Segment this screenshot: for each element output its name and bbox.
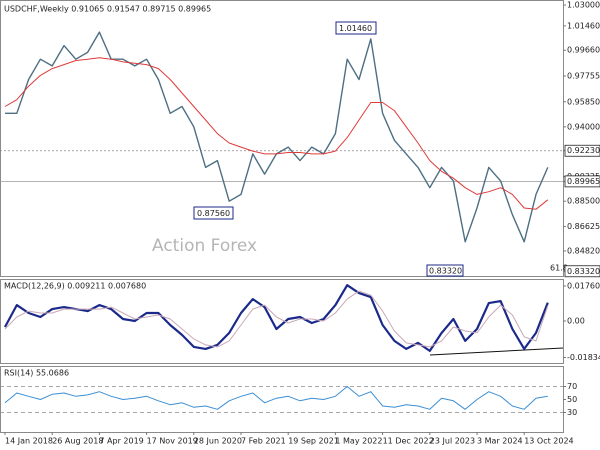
plot-layer — [0, 31, 563, 413]
y-tick-label: 30 — [567, 408, 577, 417]
y-tick-label: -0.01834 — [567, 353, 600, 362]
tick-label-box — [564, 265, 600, 278]
series-line — [4, 284, 549, 352]
y-tick-label: 0.017603 — [567, 281, 600, 290]
y-tick-label: 0.86625 — [567, 222, 600, 231]
annotation-box — [335, 21, 377, 35]
x-tick-label: 23 Jul 2023 — [430, 437, 475, 446]
annotation-box — [193, 206, 234, 220]
y-tick-label: 1.01460 — [567, 21, 600, 30]
annotation-box — [426, 264, 464, 277]
y-tick-label: 70 — [567, 382, 577, 391]
y-tick-label: 0.99660 — [567, 46, 600, 55]
tick-label-box — [564, 175, 600, 188]
y-tick-label: 0.97755 — [567, 72, 600, 81]
y-tick-label: 50 — [567, 395, 577, 404]
chart-title: USDCHF,Weekly 0.91065 0.91547 0.89715 0.… — [4, 5, 211, 14]
x-tick-label: 28 Jun 2020 — [194, 437, 242, 446]
y-tick-label: 0.92230 — [567, 146, 600, 155]
x-tick-label: 11 Dec 2022 — [383, 437, 434, 446]
x-tick-label: 7 Feb 2021 — [241, 437, 286, 446]
y-tick-label: 0.94000 — [567, 122, 600, 131]
x-tick-label: 7 Apr 2019 — [99, 437, 143, 446]
y-tick-label: 0.88500 — [567, 197, 600, 206]
x-tick-label: 1 May 2022 — [335, 437, 382, 446]
annotation: 0.87560 — [197, 209, 230, 218]
y-tick-label: 1.03000 — [567, 1, 600, 10]
y-tick-label: 0.95850 — [567, 97, 600, 106]
x-tick-label: 14 Jan 2018 — [5, 437, 53, 446]
annotation: 61.8 — [550, 264, 568, 273]
x-tick-label: 13 Oct 2024 — [524, 437, 573, 446]
macd-trendline — [429, 347, 564, 356]
y-tick-label: 0.00 — [567, 317, 585, 326]
x-tick-label: 17 Nov 2019 — [147, 437, 198, 446]
series-line — [4, 290, 549, 348]
annotation: 1.01460 — [339, 24, 372, 33]
annotation: 0.83320 — [429, 267, 462, 276]
series-line — [4, 57, 549, 210]
tick-label-box — [564, 144, 600, 157]
rsi-title: RSI(14) 55.0686 — [4, 369, 69, 378]
series-line — [4, 386, 548, 410]
x-tick-label: 19 Sep 2021 — [288, 437, 339, 446]
watermark: Action Forex — [152, 236, 257, 256]
x-tick-label: 3 Mar 2024 — [477, 437, 523, 446]
macd-title: MACD(12,26,9) 0.009211 0.007680 — [4, 282, 146, 291]
x-tick-label: 26 Aug 2018 — [52, 437, 103, 446]
y-tick-label: 0.83320 — [567, 267, 600, 276]
y-tick-label: 0.84820 — [567, 246, 600, 255]
y-tick-label: 0.89965 — [567, 177, 600, 186]
main-panel-frame — [0, 0, 564, 277]
